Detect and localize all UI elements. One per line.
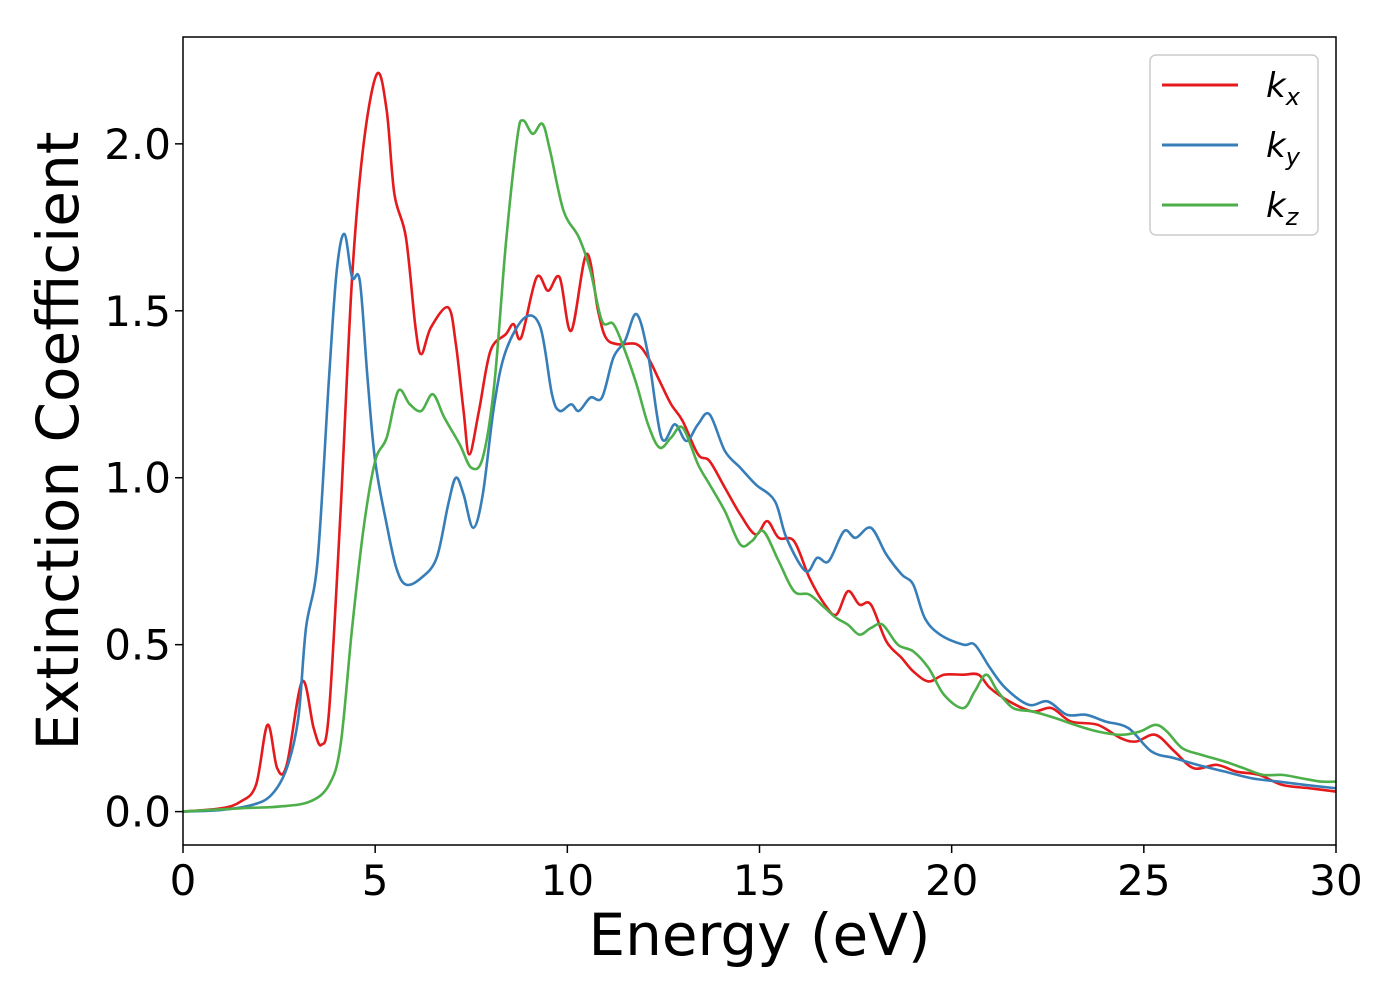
series-layer	[182, 71, 1337, 813]
y-axis-title: Extinction Coefficient	[24, 132, 92, 751]
legend-label-k_z: kz	[1266, 186, 1300, 231]
legend: kx ky kz	[1149, 54, 1319, 236]
legend-label-k_x: kx	[1266, 66, 1301, 111]
x-axis-title: Energy (eV)	[588, 901, 930, 969]
series-line-k_z	[182, 119, 1337, 813]
y-tick-label: 0.0	[104, 788, 171, 837]
y-tick-label: 0.5	[104, 621, 171, 670]
series-line-k_y	[182, 232, 1337, 813]
y-tick-label: 1.0	[104, 454, 171, 503]
x-tick-label: 30	[1309, 856, 1362, 905]
y-tick-label: 1.5	[104, 287, 171, 336]
y-axis: 0.0 0.5 1.0 1.5 2.0	[104, 120, 183, 837]
x-tick-label: 0	[170, 856, 197, 905]
legend-label-k_y: ky	[1266, 126, 1301, 171]
x-tick-label: 20	[925, 856, 978, 905]
x-tick-label: 15	[733, 856, 786, 905]
x-tick-label: 25	[1117, 856, 1170, 905]
x-axis: 0 5 10 15 20 25 30	[170, 845, 1363, 905]
x-tick-label: 5	[362, 856, 389, 905]
y-tick-label: 2.0	[104, 120, 171, 169]
x-tick-label: 10	[541, 856, 594, 905]
